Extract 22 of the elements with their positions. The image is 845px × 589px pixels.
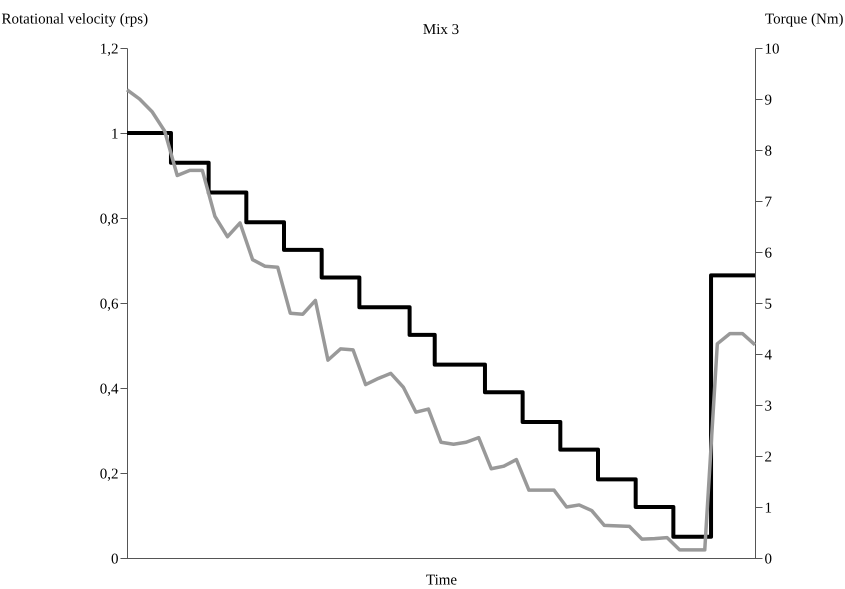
y2-axis-title: Torque (Nm) [764, 12, 844, 28]
y2-tick-label: 5 [764, 296, 772, 312]
y2-tick-label: 9 [764, 92, 772, 108]
y2-tick-label: 7 [764, 194, 772, 210]
y-tick-label: 0,8 [100, 212, 118, 228]
y2-tick-label: 1 [764, 500, 772, 516]
y2-tick-label: 6 [764, 246, 772, 262]
y-tick-label: 0,2 [100, 466, 118, 482]
x-axis-title: Time [426, 572, 458, 588]
y-axis-title: Rotational velocity (rps) [2, 12, 148, 28]
y-tick-label: 1,2 [100, 42, 118, 58]
y-tick-label: 1 [111, 126, 118, 142]
y2-tick-label: 4 [764, 348, 772, 364]
y-tick-label: 0,4 [100, 382, 119, 398]
chart-title: Mix 3 [422, 22, 460, 38]
y2-tick-label: 2 [764, 450, 772, 466]
y2-tick-label: 8 [764, 144, 772, 160]
y-tick-label: 0 [111, 552, 118, 568]
y2-tick-label: 0 [764, 552, 772, 568]
y2-tick-label: 10 [764, 42, 780, 58]
y2-tick-label: 3 [764, 398, 772, 414]
y-tick-label: 0,6 [100, 296, 119, 312]
